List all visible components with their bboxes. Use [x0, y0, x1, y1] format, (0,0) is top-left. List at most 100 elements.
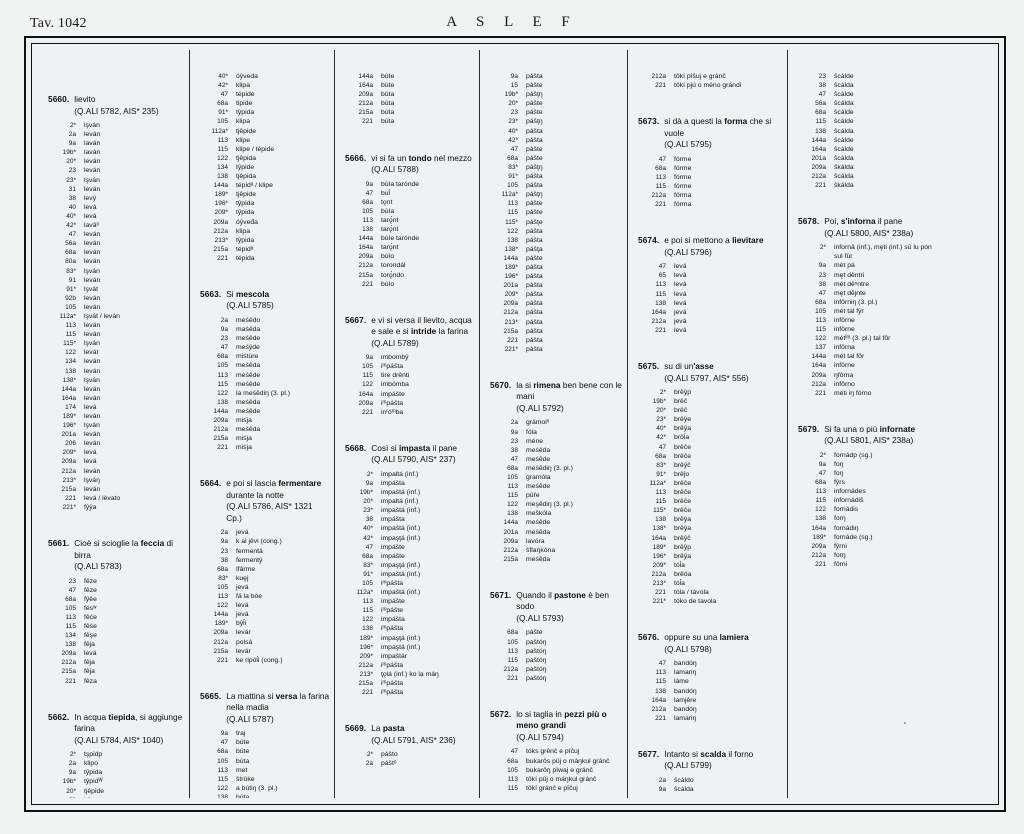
phonetic-form: pášta [526, 127, 543, 135]
attestation-row: 144a pášte [484, 254, 623, 263]
attestation-row: 2a klipo [42, 759, 185, 768]
attestation-row: 115 iᵐpášte [339, 606, 475, 615]
locality-code: 42* [218, 82, 228, 90]
phonetic-form: pášte [526, 629, 543, 637]
phonetic-form: fêza [84, 677, 97, 685]
phonetic-form: mét pá [834, 262, 855, 270]
phonetic-form: sul fûr [834, 253, 853, 261]
phonetic-form: jevá [674, 308, 687, 316]
attestation-row: 209a búǀo [339, 252, 475, 261]
attestation-list: 47 fórme 68a fórme 113 fórme 115 fórme 212a fórma… [632, 155, 783, 210]
locality-code: 19b* [652, 398, 666, 406]
locality-code: 113 [507, 775, 518, 783]
attestation-row: 113 klipe [194, 136, 330, 145]
attestation-row: 23* pášţŋ [484, 117, 623, 126]
locality-code: 105 [217, 362, 228, 370]
attestation-row: 113 tôkí pûj o máŋkul gránĉ [484, 775, 623, 784]
phonetic-form: ŝcálda [834, 82, 854, 90]
attestation-row: 164a jevá [632, 308, 783, 317]
locality-code: 221* [652, 598, 666, 606]
attestation-row: 115 fêśe [42, 622, 185, 631]
plate-number-label: Tav. 1042 [30, 16, 87, 31]
attestation-row: 138 levá [632, 299, 783, 308]
phonetic-form: pášta [526, 300, 543, 308]
locality-code: 138 [655, 516, 666, 524]
attestation-row: 42* klipa [194, 81, 330, 90]
attestation-row: 91* tŷpida [194, 108, 330, 117]
locality-code: 209a [811, 163, 826, 171]
attestation-list: 47 tóks grênĉ e pîĉuj 68a bukarôs pûj o máŋ… [484, 747, 623, 792]
locality-code: 68a [507, 629, 518, 637]
phonetic-form: leván [84, 331, 101, 339]
locality-code: 215a [358, 109, 373, 117]
phonetic-form: pášte [526, 254, 543, 262]
phonetic-form: brêŷp [674, 389, 692, 396]
phonetic-form: impaştá (inf.) [381, 643, 421, 651]
phonetic-form: brêĵo [674, 470, 690, 478]
locality-code: 47 [68, 586, 76, 594]
locality-code: 9a [68, 769, 76, 777]
locality-code: 38 [818, 82, 826, 90]
phonetic-form: lşván [84, 267, 100, 275]
locality-code: 105 [507, 182, 518, 190]
locality-code: 209a [213, 629, 228, 637]
attestation-row: 221 tépida [194, 254, 330, 263]
attestation-row: 91* brêĵo [632, 470, 783, 479]
phonetic-form: lşván [84, 422, 100, 430]
locality-code: 91* [66, 285, 76, 293]
locality-code: 68a [655, 164, 666, 172]
locality-code: 23* [363, 507, 373, 515]
phonetic-form: levá [84, 650, 97, 658]
entry-continuation: 9a pášta 15 pášte 19b* pášţŋ 20* pášte 23 pášte 23… [484, 72, 623, 354]
attestation-row: 19b* laván [42, 148, 185, 157]
locality-code: 47 [510, 145, 518, 153]
locality-code: 9a [365, 479, 373, 487]
attestation-row: 138* brêŷa [632, 524, 783, 533]
attestation-row: 215a meśêda [484, 555, 623, 564]
entry-source-reference: (Q.ALI 5785) [226, 300, 274, 311]
attestation-row: 113 paštóŋ [484, 647, 623, 656]
phonetic-form: pášta [526, 345, 543, 353]
attestation-row: 105 fésʷ [42, 604, 185, 613]
locality-code: 189* [812, 533, 826, 541]
attestation-row: 221 ŝkálda [792, 181, 988, 190]
locality-code: 23 [68, 167, 76, 175]
locality-code: 40* [508, 127, 518, 135]
attestation-row: 209a pášta [484, 299, 623, 308]
attestation-row: 113 met [194, 766, 330, 775]
phonetic-form: leván [84, 413, 101, 420]
locality-code: 68a [815, 479, 826, 487]
attestation-list: 9a pášta 15 pášte 19b* pášţŋ 20* pášte 23 pášte 23… [484, 72, 623, 354]
phonetic-form: ŝcálda [834, 173, 854, 181]
phonetic-form: tjêpida [236, 154, 257, 162]
attestation-row: 164a búte [339, 81, 475, 90]
entry-number: 5674. [638, 235, 660, 246]
entry-gloss: e poi si lascia fermentare durante la no… [226, 478, 330, 524]
locality-code: 212a [213, 426, 228, 434]
locality-code: 221 [362, 689, 373, 697]
entry-5660: 5660. lievito (Q.ALI 5782, AIS* 235) 2* lşvá… [42, 94, 185, 512]
locality-code: 9a [220, 326, 228, 334]
locality-code: 68a [655, 452, 666, 460]
attestation-row: 9a ŝcálda [632, 785, 783, 794]
attestation-row: 209* impaštár [339, 652, 475, 661]
phonetic-form: miśja [236, 417, 252, 424]
attestation-row: 138 búta [194, 793, 330, 798]
attestation-row: 189* pášta [484, 263, 623, 272]
locality-code: 91 [68, 276, 76, 284]
phonetic-form: impaşţá (inf.) [381, 561, 421, 569]
attestation-row: 144a ŝcálde [792, 136, 988, 145]
locality-code: 138 [507, 236, 518, 244]
locality-code: 215a [61, 485, 76, 493]
attestation-row: 164a tarǫ́nt [339, 243, 475, 252]
locality-code: 122 [815, 506, 826, 514]
locality-code: 115 [217, 145, 228, 153]
phonetic-form: torondál [381, 262, 406, 270]
phonetic-form: brêóa [674, 570, 692, 578]
phonetic-form: fórme [674, 182, 692, 190]
attestation-row: 9a impášta [339, 479, 475, 488]
attestation-list: 212a tôkí pîŝuj e gránĉ 221 tôkí pjú o méno… [632, 72, 783, 90]
phonetic-form: brêĉe [674, 498, 692, 506]
locality-code: 122 [362, 381, 373, 389]
attestation-row: 137 infôrna [792, 343, 988, 352]
